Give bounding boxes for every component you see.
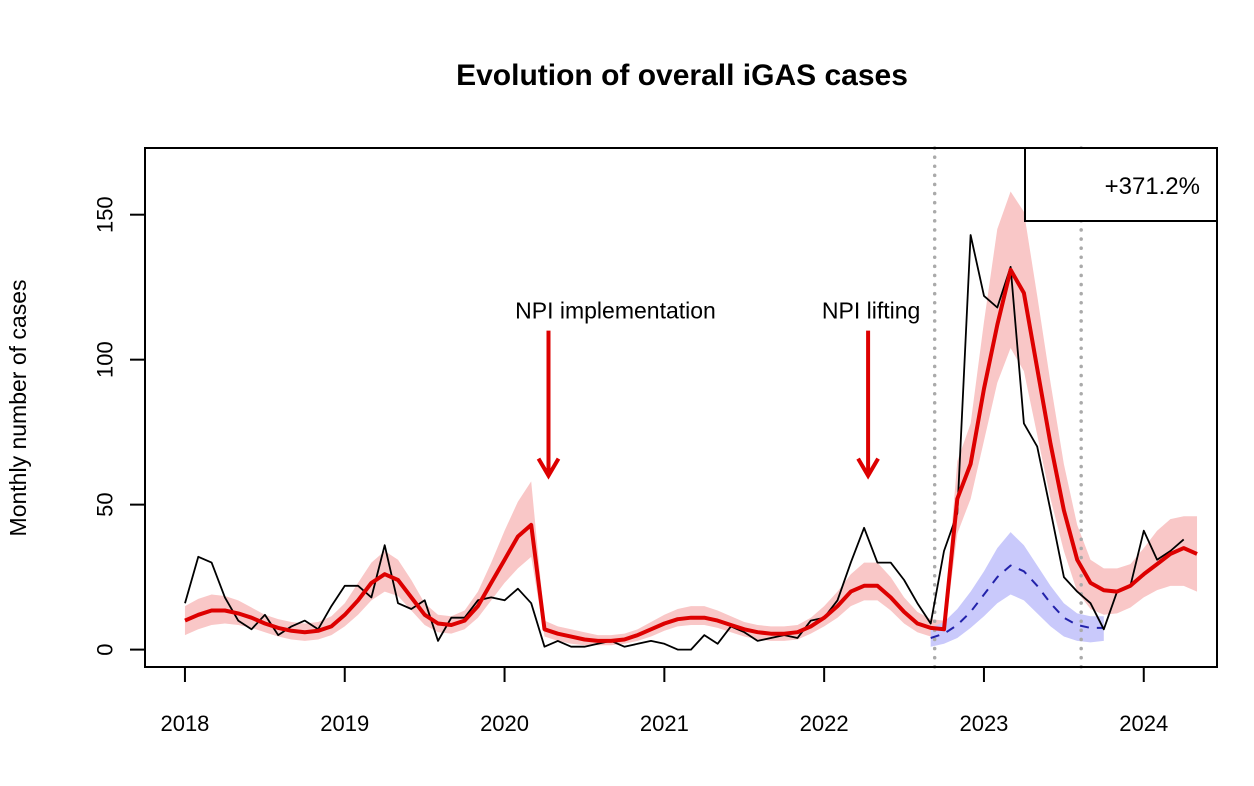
legend-percent-change: +371.2% (1105, 173, 1200, 200)
y-tick-label: 0 (93, 643, 118, 655)
x-tick-label: 2021 (640, 711, 689, 736)
x-tick-label: 2019 (320, 711, 369, 736)
y-axis: 0 50 100 150 (93, 196, 145, 656)
legend-box: +371.2% (1024, 147, 1218, 222)
annotation-label-1: NPI lifting (822, 297, 920, 323)
y-axis-title: Monthly number of cases (5, 280, 31, 537)
arrow-head-icon (536, 457, 561, 480)
x-tick-label: 2020 (480, 711, 529, 736)
x-tick-label: 2022 (800, 711, 849, 736)
arrow-head-icon (856, 457, 880, 480)
y-tick-label: 100 (93, 341, 118, 378)
x-tick-label: 2024 (1119, 711, 1168, 736)
y-tick-label: 150 (93, 196, 118, 233)
ci-band-1 (930, 532, 1104, 647)
confidence-bands (184, 191, 1198, 647)
ci-band-0 (184, 191, 1198, 646)
x-axis: 2018 2019 2020 2021 2022 2023 2024 (160, 667, 1168, 736)
observed-cases-line (184, 234, 1185, 651)
series-lines (184, 234, 1198, 651)
fitted-model-line (184, 267, 1198, 643)
annotation-label-0: NPI implementation (515, 297, 716, 323)
y-tick-label: 50 (93, 492, 118, 516)
x-tick-label: 2023 (959, 711, 1008, 736)
x-tick-label: 2018 (160, 711, 209, 736)
annotations: NPI implementation NPI lifting (515, 297, 920, 480)
chart-title: Evolution of overall iGAS cases (456, 59, 908, 92)
plot-frame (144, 147, 1218, 668)
